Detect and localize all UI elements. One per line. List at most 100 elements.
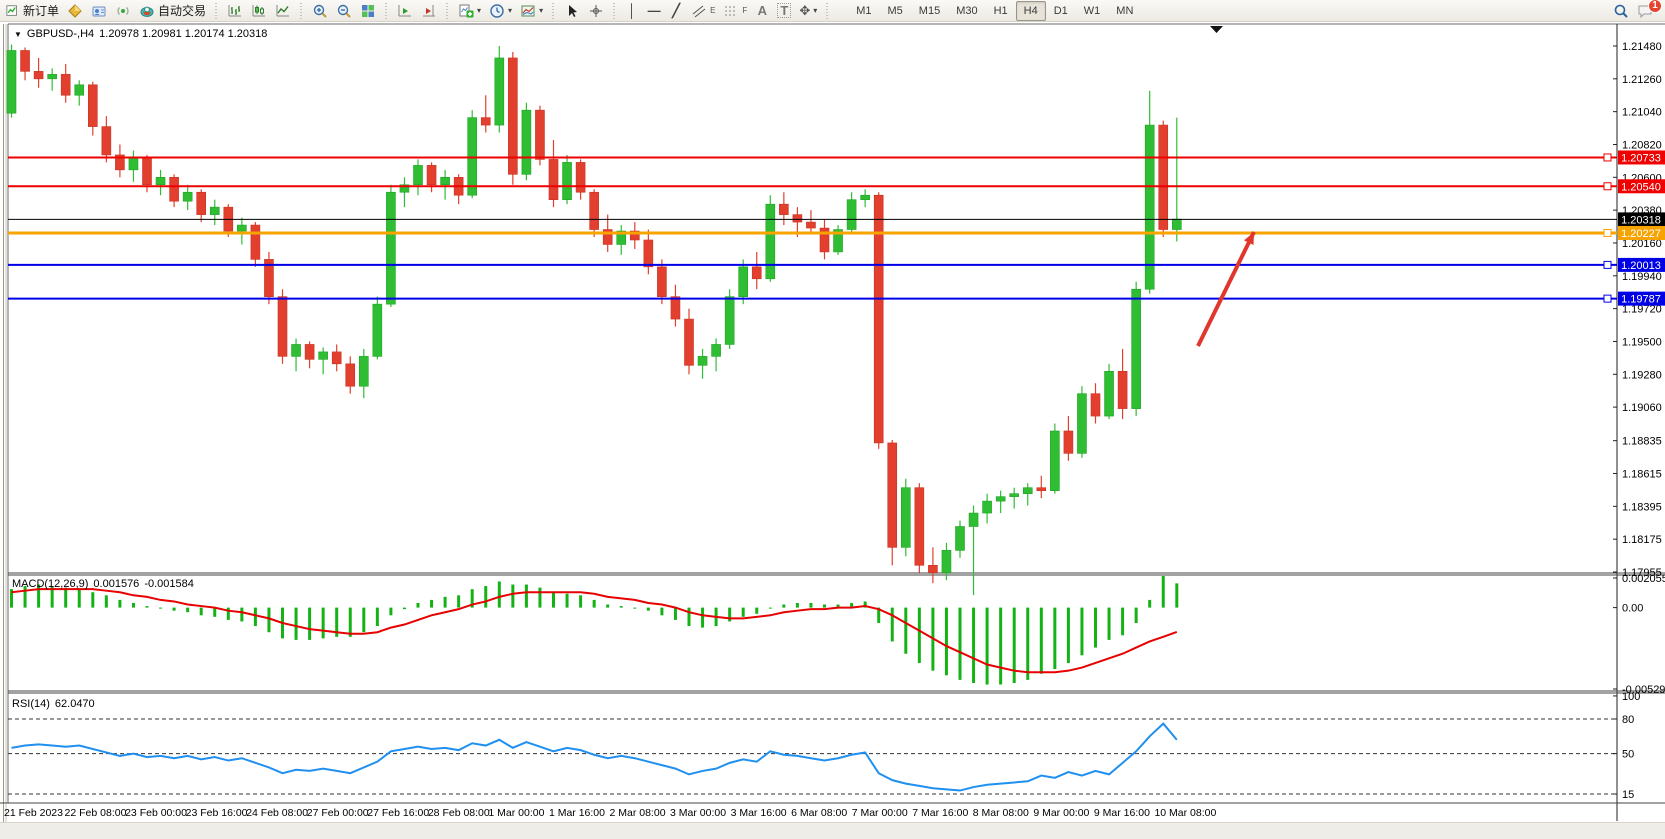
svg-text:0.002055: 0.002055	[1622, 573, 1665, 585]
svg-text:1.19500: 1.19500	[1622, 336, 1662, 348]
autotrading-button[interactable]: 自动交易	[135, 1, 210, 21]
panel-borders	[0, 23, 1665, 821]
crosshair-icon	[590, 4, 603, 17]
chart-title: ▼ GBPUSD-,H4 1.20978 1.20981 1.20174 1.2…	[14, 28, 267, 40]
level-handle[interactable]	[1603, 260, 1612, 269]
fibonacci-icon	[725, 6, 738, 15]
cursor-button[interactable]	[560, 1, 584, 21]
zoom-out-button[interactable]	[332, 1, 356, 21]
vertical-line-icon: │	[628, 3, 637, 18]
text-label-icon: T	[777, 3, 792, 18]
chart-window[interactable]: 1.21480 1.21260 1.21040 1.20820 1.20600 1.203…	[0, 22, 1665, 839]
autotrading-label: 自动交易	[158, 4, 207, 18]
auto-scroll-button[interactable]	[393, 1, 417, 21]
svg-text:9 Mar 16:00: 9 Mar 16:00	[1094, 807, 1150, 819]
symbol-dropdown-icon[interactable]: ▼	[14, 29, 22, 39]
price-levels: 1.20733 1.20540 1.20318 1.20227 1.20013 1.197…	[8, 150, 1665, 306]
accounts-button[interactable]	[87, 1, 111, 21]
svg-text:-0.005292: -0.005292	[1622, 684, 1665, 696]
timeframe-M30[interactable]: M30	[956, 4, 978, 17]
svg-text:100: 100	[1622, 691, 1640, 703]
notifications-button[interactable]: 1	[1633, 0, 1662, 21]
zoom-in-button[interactable]	[308, 1, 332, 21]
tile-windows-button[interactable]	[356, 1, 380, 21]
svg-text:50: 50	[1622, 749, 1634, 761]
svg-text:1.20013: 1.20013	[1621, 260, 1661, 272]
line-chart-button[interactable]	[271, 1, 295, 21]
svg-text:1.21260: 1.21260	[1622, 74, 1662, 86]
arrows-caret-icon: ▾	[813, 5, 818, 15]
arrows-button[interactable]: ✥ ▾	[795, 1, 821, 21]
rsi-value: 62.0470	[54, 698, 95, 710]
candlestick-chart-button[interactable]	[247, 1, 271, 21]
timeframe-M5[interactable]: M5	[887, 4, 903, 17]
svg-text:24 Feb 08:00: 24 Feb 08:00	[246, 807, 308, 819]
toolbar-grip	[298, 2, 306, 19]
zoom-out-icon	[337, 4, 351, 18]
price-axis: 1.214801.212601.210401.208201.206001.203…	[1613, 41, 1662, 579]
timeframe-W1[interactable]: W1	[1083, 4, 1101, 17]
svg-text:23 Feb 16:00: 23 Feb 16:00	[186, 807, 248, 819]
svg-text:0.00: 0.00	[1622, 603, 1643, 615]
text-button[interactable]: A	[751, 1, 773, 21]
market-depth-button[interactable]	[63, 1, 87, 21]
svg-text:1.20540: 1.20540	[1621, 181, 1661, 193]
new-chart-icon	[459, 4, 474, 17]
periods-button[interactable]: ▾	[485, 1, 516, 21]
signals-button[interactable]	[111, 1, 135, 21]
price-badge	[1618, 291, 1665, 306]
trendline-button[interactable]: ╱	[665, 1, 687, 21]
horizontal-line-icon: —	[647, 3, 661, 18]
level-handle[interactable]	[1603, 153, 1612, 162]
svg-text:6 Mar 08:00: 6 Mar 08:00	[791, 807, 847, 819]
arrows-tool-icon: ✥	[799, 3, 811, 18]
bar-chart-button[interactable]	[223, 1, 247, 21]
macd-signal-value: -0.001584	[144, 578, 194, 590]
chart-canvas[interactable]: 1.214801.212601.210401.208201.206001.203…	[0, 22, 1665, 839]
search-button[interactable]	[1609, 1, 1633, 21]
new-chart-button[interactable]: ▾	[454, 1, 485, 21]
chart-shift-marker[interactable]	[1210, 26, 1223, 33]
clock-icon	[490, 3, 504, 18]
timeframe-MN[interactable]: MN	[1116, 4, 1134, 17]
svg-text:27 Feb 16:00: 27 Feb 16:00	[367, 807, 429, 819]
templates-button[interactable]: ▾	[516, 1, 547, 21]
gold-diamond-icon	[68, 3, 82, 18]
equidistant-channel-button[interactable]: E	[687, 1, 719, 21]
svg-text:1.21480: 1.21480	[1622, 41, 1662, 53]
svg-text:1.20160: 1.20160	[1622, 238, 1662, 250]
price-badge	[1618, 257, 1665, 272]
timeframe-M15[interactable]: M15	[918, 4, 941, 17]
svg-text:9 Mar 00:00: 9 Mar 00:00	[1033, 807, 1089, 819]
level-handle[interactable]	[1603, 182, 1612, 191]
horizontal-line-button[interactable]: —	[643, 1, 665, 21]
new-order-button[interactable]: 新订单	[2, 1, 63, 21]
trend-arrow-annotation[interactable]	[1196, 231, 1256, 347]
timeframe-switcher: M1 M5 M15 M30 H1 H4 D1 W1 MN	[848, 0, 1141, 21]
timeframe-M1[interactable]: M1	[856, 4, 872, 17]
macd-signal-line	[11, 588, 1178, 674]
search-icon	[1614, 4, 1628, 18]
toolbar-grip	[444, 2, 452, 19]
vertical-line-button[interactable]: │	[621, 1, 643, 21]
text-label-button[interactable]: T	[773, 1, 795, 21]
svg-text:22 Feb 08:00: 22 Feb 08:00	[65, 807, 127, 819]
svg-text:1.20227: 1.20227	[1621, 228, 1661, 240]
timeframe-H1[interactable]: H1	[993, 4, 1008, 17]
new-order-icon	[6, 4, 17, 16]
fibonacci-button[interactable]: F	[719, 1, 751, 21]
svg-text:28 Feb 08:00: 28 Feb 08:00	[428, 807, 490, 819]
price-badge	[1618, 150, 1665, 165]
crosshair-button[interactable]	[584, 1, 608, 21]
timeframe-D1[interactable]: D1	[1053, 4, 1068, 17]
level-handle[interactable]	[1603, 228, 1612, 237]
timeframe-H4[interactable]: H4	[1015, 0, 1046, 21]
chart-shift-button[interactable]	[417, 1, 441, 21]
level-handle[interactable]	[1603, 294, 1612, 303]
signal-icon	[117, 6, 129, 15]
new-order-label: 新订单	[23, 4, 60, 18]
toolbar-grip	[383, 2, 391, 19]
svg-text:10 Mar 08:00: 10 Mar 08:00	[1154, 807, 1216, 819]
